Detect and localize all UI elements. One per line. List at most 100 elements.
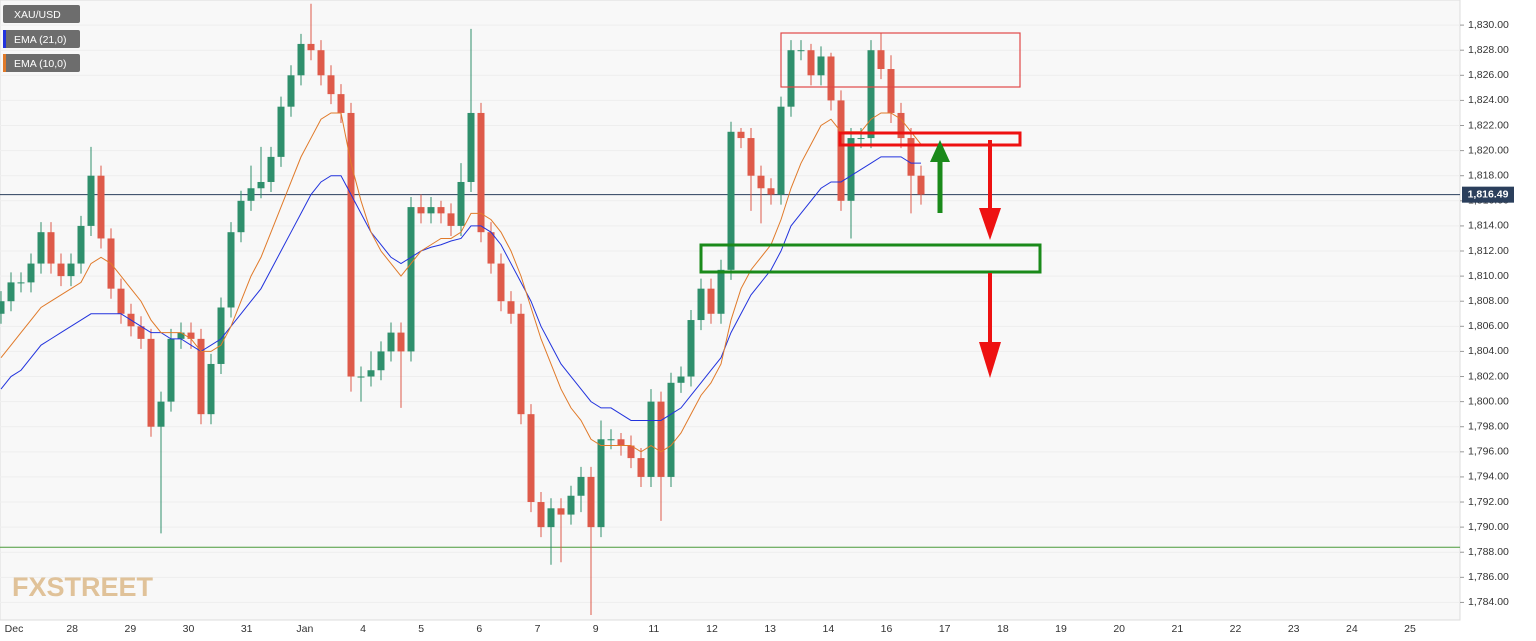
y-tick-label: 1,826.00 [1468, 69, 1509, 81]
support-box [699, 243, 1042, 274]
candle-body [337, 94, 345, 113]
candle-body [427, 207, 435, 214]
x-tick-label: 19 [1055, 623, 1067, 635]
candle-body [437, 207, 445, 214]
candle-body [447, 213, 455, 226]
candle-body [487, 232, 495, 264]
y-tick-label: 1,828.00 [1468, 44, 1509, 56]
candle-body [787, 50, 795, 107]
x-tick-label: 17 [939, 623, 951, 635]
candle-body [417, 207, 425, 214]
y-tick-label: 1,800.00 [1468, 395, 1509, 407]
candle-body [207, 363, 215, 415]
candle-body [607, 439, 615, 441]
x-tick-label: 6 [476, 623, 482, 635]
candle-body [577, 476, 585, 496]
candle-body [137, 326, 145, 339]
candle-body [627, 445, 635, 459]
y-tick-label: 1,808.00 [1468, 295, 1509, 307]
y-tick-label: 1,804.00 [1468, 345, 1509, 357]
candle-body [27, 263, 35, 283]
candle-body [157, 401, 165, 427]
y-tick-label: 1,798.00 [1468, 421, 1509, 433]
watermark: FXSTREET [12, 572, 154, 602]
candle-body [817, 56, 825, 76]
resistance-box [838, 131, 1022, 147]
x-tick-label: 13 [764, 623, 776, 635]
legend-box [3, 30, 80, 48]
candle-body [567, 495, 575, 515]
x-tick-label: 23 [1288, 623, 1300, 635]
candle-body [117, 288, 125, 314]
x-tick-label: 29 [124, 623, 136, 635]
candle-body [7, 282, 15, 302]
candle-body [597, 439, 605, 528]
candle-body [587, 476, 595, 528]
candle-body [877, 50, 885, 70]
candle-body [17, 282, 25, 284]
arrow-head [979, 342, 1001, 378]
candle-body [37, 232, 45, 264]
candle-body [167, 338, 175, 402]
candle-body [857, 138, 865, 140]
candle-body [257, 181, 265, 189]
candle-body [377, 351, 385, 371]
x-tick-label: 12 [706, 623, 718, 635]
arrow-head [979, 208, 1001, 240]
legend-symbol: XAU/USD [14, 9, 61, 21]
y-tick-label: 1,812.00 [1468, 245, 1509, 257]
candle-body [307, 43, 315, 51]
candle-body [147, 338, 155, 427]
candle-body [637, 458, 645, 477]
x-tick-label: 14 [822, 623, 834, 635]
x-tick-label: 22 [1230, 623, 1242, 635]
candle-body [277, 106, 285, 157]
candle-body [77, 225, 85, 264]
x-tick-label: 18 [997, 623, 1009, 635]
x-tick-label: 31 [241, 623, 253, 635]
candle-body [527, 414, 535, 503]
candle-body [897, 112, 905, 139]
y-tick-label: 1,788.00 [1468, 546, 1509, 558]
candle-body [297, 43, 305, 76]
candle-body [497, 263, 505, 302]
candle-body [457, 181, 465, 226]
candle-body [67, 263, 75, 277]
candle-body [357, 376, 365, 378]
ema-line [0, 156, 921, 421]
candle-body [767, 188, 775, 195]
candle-body [177, 332, 185, 339]
x-tick-label: 24 [1346, 623, 1358, 635]
candle-body [837, 100, 845, 201]
legend: XAU/USD EMA (21,0) EMA (10,0) [3, 5, 80, 72]
annotations [699, 32, 1042, 378]
x-tick-label: 7 [535, 623, 541, 635]
y-tick-label: 1,806.00 [1468, 320, 1509, 332]
y-tick-label: 1,830.00 [1468, 19, 1509, 31]
y-tick-label: 1,802.00 [1468, 370, 1509, 382]
candle-body [467, 112, 475, 182]
candle-body [887, 69, 895, 113]
y-tick-label: 1,822.00 [1468, 119, 1509, 131]
candle-body [727, 131, 735, 270]
x-tick-label: 28 [66, 623, 78, 635]
candle-body [477, 112, 485, 233]
x-tick-label: 25 [1404, 623, 1416, 635]
x-tick-label: 20 [1113, 623, 1125, 635]
candle-body [617, 439, 625, 446]
candle-body [867, 50, 875, 139]
y-tick-label: 1,784.00 [1468, 596, 1509, 608]
resistance-box [780, 32, 1021, 88]
candle-body [847, 138, 855, 201]
candle-body [187, 332, 195, 339]
candle-body [777, 106, 785, 195]
candle-body [547, 508, 555, 528]
ema-line [0, 112, 922, 453]
candle-body [797, 50, 805, 52]
last-price-label: 1,816.49 [1468, 188, 1509, 200]
candle-body [557, 508, 565, 515]
candle-body [227, 232, 235, 308]
candle-body [0, 301, 5, 314]
